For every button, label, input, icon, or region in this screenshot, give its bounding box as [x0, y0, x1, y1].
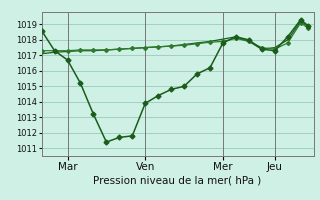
X-axis label: Pression niveau de la mer( hPa ): Pression niveau de la mer( hPa ) [93, 176, 262, 186]
